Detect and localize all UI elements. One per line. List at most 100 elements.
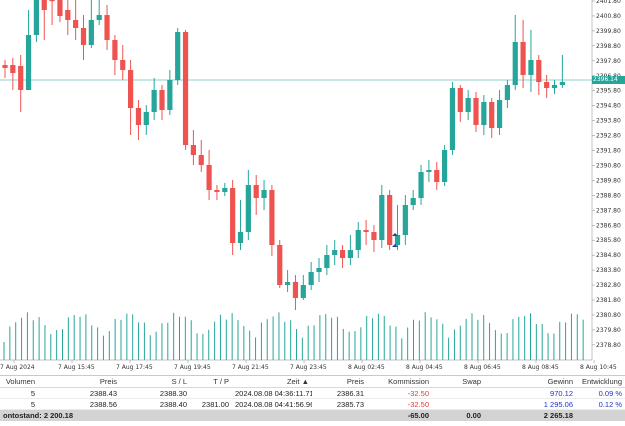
candle-body: [245, 185, 251, 232]
candle-body: [339, 250, 346, 258]
time-tick-label: 7 Aug 15:45: [58, 364, 95, 371]
summary-gewinn: 2 265.18: [484, 409, 576, 421]
candle-body: [2, 65, 8, 68]
column-header-zeit[interactable]: Zeit ▲: [232, 376, 312, 388]
column-header-swap[interactable]: Swap: [432, 376, 484, 388]
positions-panel: Volumen Preis S / L T / P Zeit ▲ Preis K…: [0, 375, 625, 426]
time-tick-label: 8 Aug 06:45: [464, 364, 501, 371]
candle-body: [222, 188, 228, 192]
cell-kommission: -32.50: [367, 398, 432, 410]
cell-tp[interactable]: [190, 387, 232, 399]
column-header-preis-current[interactable]: Preis: [312, 376, 367, 388]
candle-body: [128, 70, 134, 108]
candlestick-chart[interactable]: 2401.80 2400.80 2399.80 2398.80 2397.80 2396.…: [0, 0, 625, 373]
candle-body: [182, 32, 189, 145]
summary-kommission: -65.00: [367, 409, 432, 421]
summary-swap: 0.00: [432, 409, 484, 421]
price-tick-label: 2388.80: [596, 192, 621, 199]
price-tick-label: 2395.80: [596, 88, 621, 95]
candle-body: [496, 100, 503, 128]
table-row[interactable]: 5 2388.56 2388.40 2381.00 2024.08.08 04:…: [0, 398, 625, 410]
price-tick-label: 2390.80: [596, 162, 621, 169]
price-tick-label: 2391.80: [596, 148, 621, 155]
price-tick-label: 2394.80: [596, 103, 621, 110]
candle-body: [277, 245, 283, 285]
candle-body: [96, 15, 102, 20]
price-tick-label: 2389.80: [596, 177, 621, 184]
column-header-entwicklung[interactable]: Entwicklung: [576, 376, 625, 388]
current-price-tag: 2396.14: [592, 76, 625, 84]
candle-body: [504, 85, 510, 100]
column-header-kommission[interactable]: Kommission: [367, 376, 432, 388]
cell-sl[interactable]: 2388.40: [120, 398, 190, 410]
candle-body: [347, 250, 353, 258]
price-tick-label: 2387.80: [596, 207, 621, 214]
price-axis[interactable]: 2401.802400.802399.802398.802397.802396.…: [592, 0, 621, 349]
column-header-tp[interactable]: T / P: [190, 376, 232, 388]
time-axis[interactable]: 7 Aug 2024 7 Aug 15:45 7 Aug 17:45 7 Aug 19…: [0, 360, 617, 371]
cell-zeit: 2024.08.08 04:41:56.963: [232, 398, 312, 410]
cell-preis: 2388.43: [38, 387, 120, 399]
candle-body: [300, 285, 306, 298]
cell-preis-current: 2386.31: [312, 387, 367, 399]
price-tick-label: 2382.80: [596, 282, 621, 289]
cell-volumen: 5: [0, 398, 38, 410]
price-tick-label: 2381.80: [596, 297, 621, 304]
column-header-volumen[interactable]: Volumen: [0, 376, 38, 388]
candle-body: [308, 272, 314, 285]
time-tick-label: 8 Aug 02:45: [348, 364, 385, 371]
price-tick-label: 2398.80: [596, 43, 621, 50]
candle-body: [520, 42, 526, 75]
cell-gewinn: 970.12: [484, 387, 576, 399]
price-tick-label: 2384.80: [596, 252, 621, 259]
price-tick-label: 2400.80: [596, 13, 621, 20]
candle-body: [442, 150, 448, 182]
table-header: Volumen Preis S / L T / P Zeit ▲ Preis K…: [0, 376, 625, 388]
price-tick-label: 2399.80: [596, 28, 621, 35]
candle-body: [332, 250, 338, 255]
candle-body: [10, 65, 16, 73]
candle-body: [230, 188, 236, 243]
candle-body: [316, 268, 322, 272]
candle-body: [489, 102, 495, 128]
column-header-gewinn[interactable]: Gewinn: [484, 376, 576, 388]
column-header-sl[interactable]: S / L: [120, 376, 190, 388]
candle-body: [285, 282, 291, 285]
sort-ascending-icon: ▲: [301, 377, 309, 386]
candle-body: [18, 66, 24, 90]
candle-body: [104, 15, 110, 40]
candle-body: [73, 20, 79, 28]
cell-entwicklung: 0.12 %: [576, 398, 625, 410]
candle-body: [198, 155, 204, 165]
cell-gewinn: 1 295.06: [484, 398, 576, 410]
price-tick-label: 2383.80: [596, 267, 621, 274]
candle-body: [324, 255, 330, 268]
time-tick-label: 8 Aug 04:45: [406, 364, 443, 371]
price-chart[interactable]: 2401.80 2400.80 2399.80 2398.80 2397.80 2396.…: [0, 0, 625, 373]
cell-tp[interactable]: 2381.00: [190, 398, 232, 410]
table-row[interactable]: 5 2388.43 2388.30 2024.08.08 04:36:11.71…: [0, 387, 625, 399]
time-tick-label: 8 Aug 08:45: [522, 364, 559, 371]
candle-body: [551, 85, 558, 88]
candle-body: [49, 0, 55, 2]
price-tick-label: 2385.80: [596, 237, 621, 244]
time-tick-label: 7 Aug 19:45: [174, 364, 211, 371]
candle-body: [65, 10, 71, 20]
summary-entwicklung: [576, 409, 625, 421]
candle-body: [261, 190, 267, 198]
cell-swap: [432, 398, 484, 410]
time-tick-label: 7 Aug 17:45: [116, 364, 153, 371]
candle-body: [418, 172, 424, 198]
candle-body: [449, 88, 456, 150]
cell-sl[interactable]: 2388.30: [120, 387, 190, 399]
summary-row: ontostand: 2 200.18 -65.00 0.00 2 265.18: [0, 409, 625, 421]
candle-body: [363, 230, 369, 232]
column-header-preis[interactable]: Preis: [38, 376, 120, 388]
candle-body: [159, 90, 165, 110]
candle-body: [57, 0, 63, 16]
candle-body: [371, 232, 377, 240]
positions-table: Volumen Preis S / L T / P Zeit ▲ Preis K…: [0, 376, 625, 421]
candle-body: [434, 170, 440, 182]
price-tick-label: 2393.80: [596, 118, 621, 125]
cell-swap: [432, 387, 484, 399]
